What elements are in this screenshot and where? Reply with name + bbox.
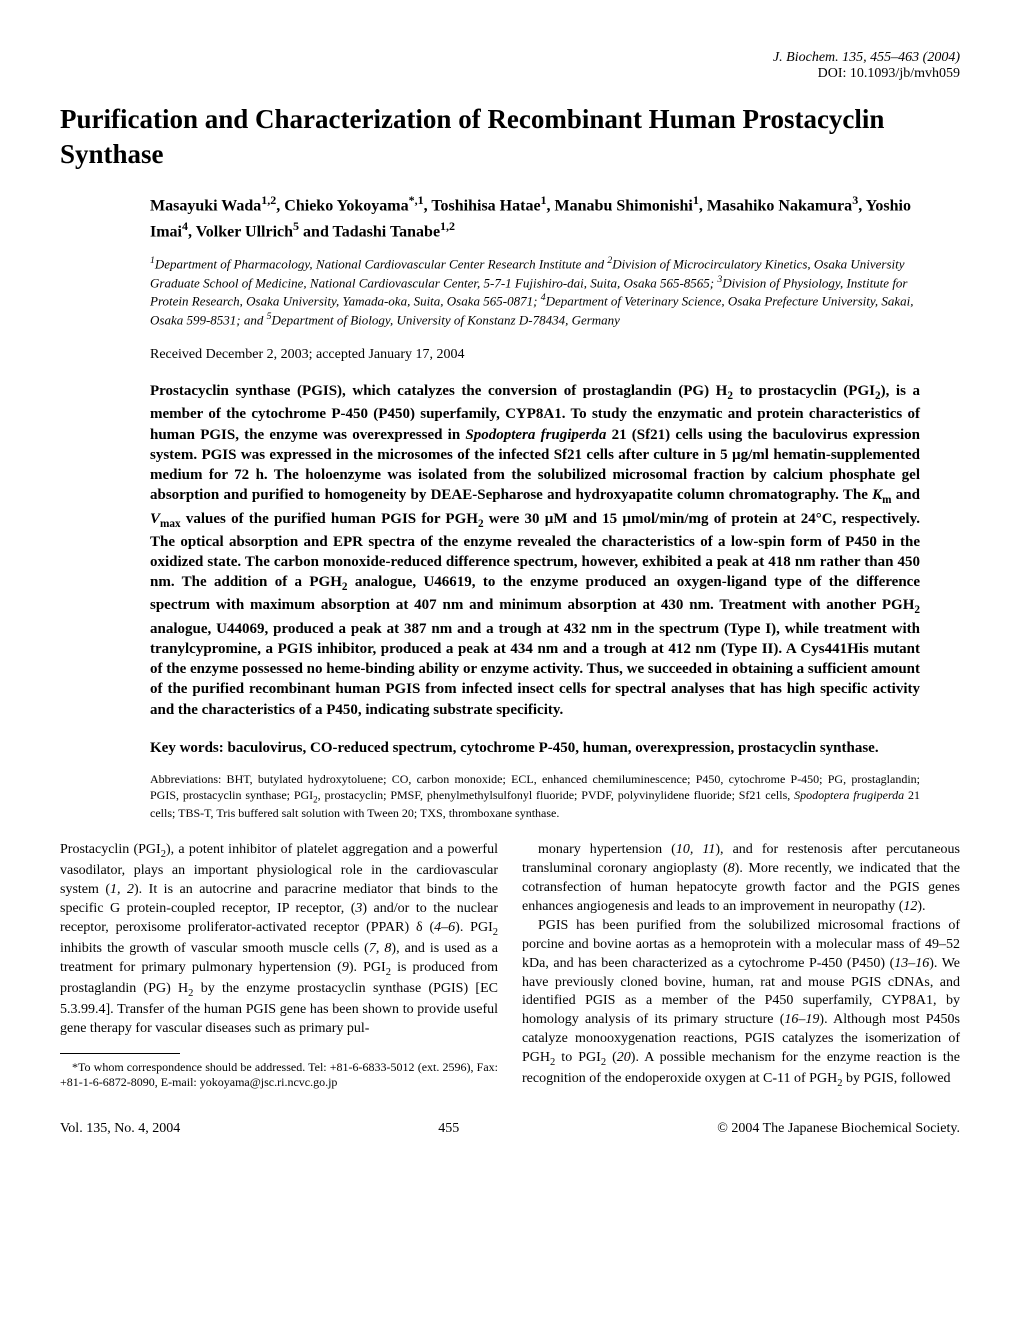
received-accepted-dates: Received December 2, 2003; accepted Janu… (150, 347, 960, 363)
affiliations: 1Department of Pharmacology, National Ca… (150, 254, 920, 330)
abstract: Prostacyclin synthase (PGIS), which cata… (150, 381, 920, 720)
footer-page-number: 455 (438, 1121, 459, 1137)
footer-copyright: © 2004 The Japanese Biochemical Society. (717, 1121, 960, 1137)
page-footer: Vol. 135, No. 4, 2004 455 © 2004 The Jap… (60, 1121, 960, 1137)
body-text: Prostacyclin (PGI2), a potent inhibitor … (60, 841, 960, 1091)
authors: Masayuki Wada1,2, Chieko Yokoyama*,1, To… (150, 192, 920, 243)
article-title: Purification and Characterization of Rec… (60, 102, 960, 172)
doi: DOI: 10.1093/jb/mvh059 (818, 66, 960, 81)
keywords: Key words: baculovirus, CO-reduced spect… (150, 738, 920, 758)
body-paragraph: Prostacyclin (PGI2), a potent inhibitor … (60, 841, 498, 1038)
journal-citation: J. Biochem. 135, 455–463 (2004) (773, 50, 960, 65)
body-paragraph: monary hypertension (10, 11), and for re… (522, 841, 960, 917)
abbreviations: Abbreviations: BHT, butylated hydroxytol… (150, 772, 920, 821)
footer-volume: Vol. 135, No. 4, 2004 (60, 1121, 180, 1137)
corresponding-author-footnote: *To whom correspondence should be addres… (60, 1060, 498, 1091)
body-paragraph: PGIS has been purified from the solubili… (522, 917, 960, 1091)
footnote-separator (60, 1053, 180, 1054)
journal-header: J. Biochem. 135, 455–463 (2004) DOI: 10.… (60, 50, 960, 82)
